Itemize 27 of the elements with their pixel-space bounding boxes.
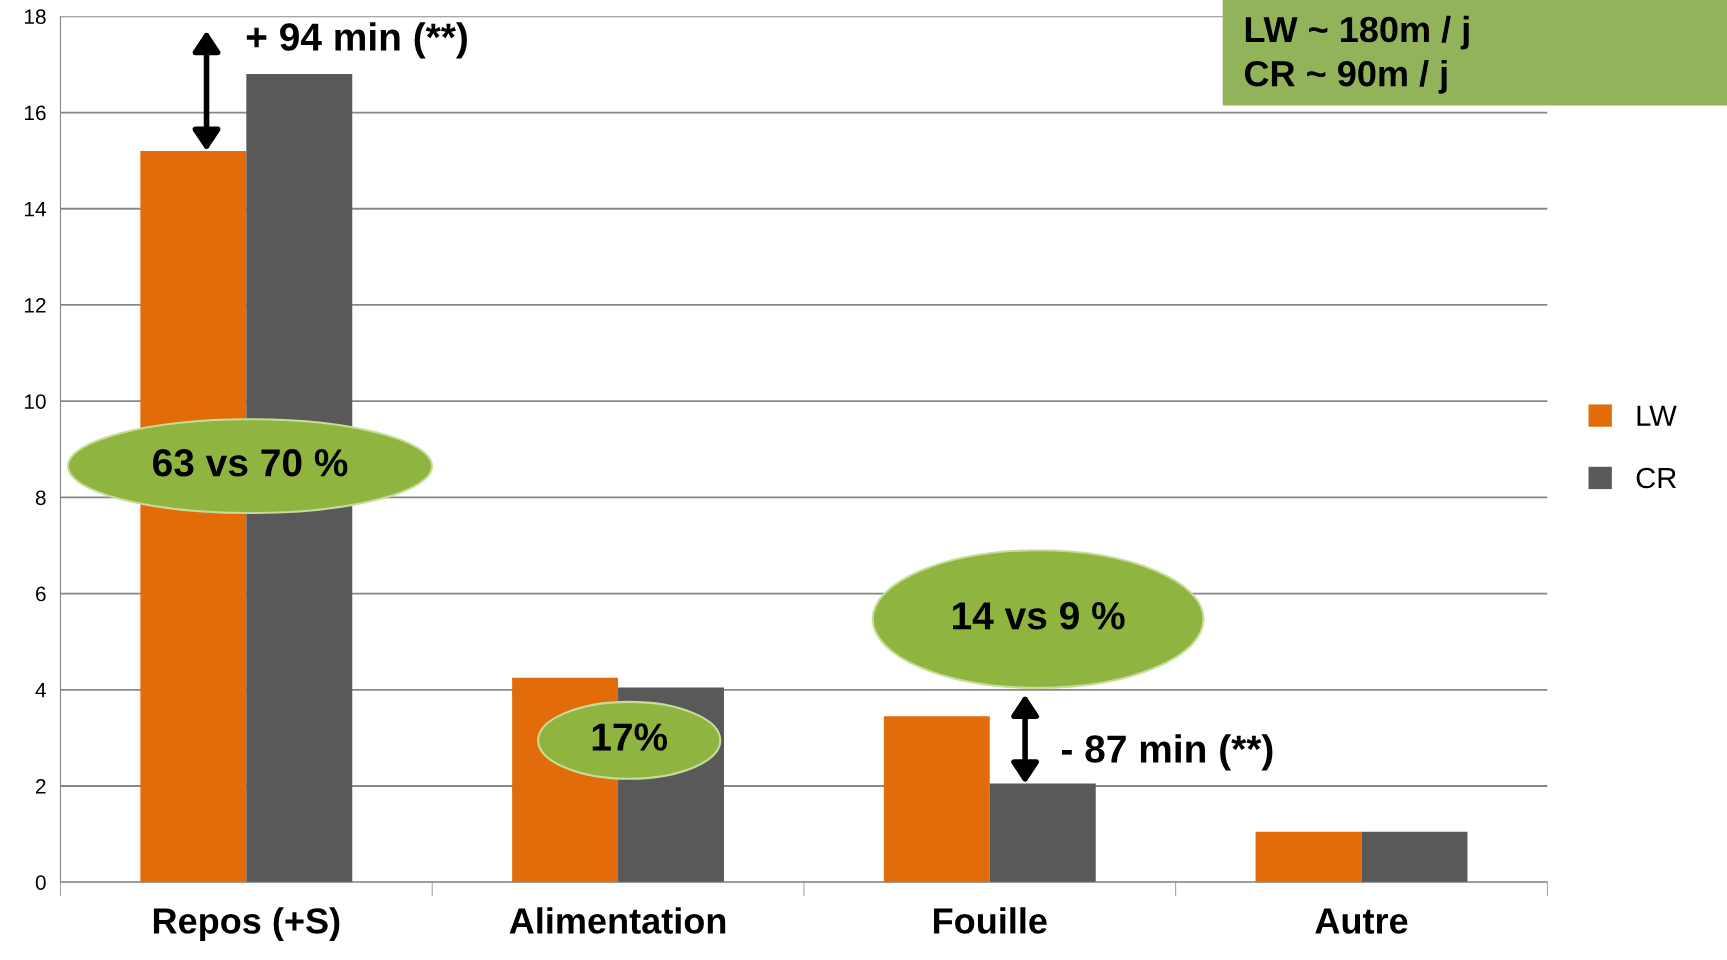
y-tick-label: 16 <box>24 105 46 121</box>
y-tick-label: 10 <box>24 394 46 409</box>
annotation: LW ~ 180m / j <box>1245 15 1469 50</box>
legend-label: LW <box>1637 405 1677 426</box>
annotation: 14 vs 9 % <box>953 602 1125 630</box>
x-tick-label: Fouille <box>934 907 1047 934</box>
y-tick-label: 6 <box>36 586 46 602</box>
x-tick-label: Repos (+S) <box>153 907 340 941</box>
annotation: 17% <box>592 723 668 751</box>
x-tick-label: Alimentation <box>509 907 726 934</box>
bar <box>1361 831 1468 883</box>
y-tick-label: 18 <box>24 9 46 25</box>
bar <box>1255 831 1362 883</box>
y-tick-label: 4 <box>35 683 46 698</box>
y-tick-label: 8 <box>35 490 46 506</box>
y-tick-label: 2 <box>36 779 46 794</box>
legend-label: CR <box>1636 467 1676 489</box>
annotation: 63 vs 70 % <box>153 449 348 477</box>
x-tick-label: Autre <box>1315 908 1408 934</box>
y-tick-label: 12 <box>24 297 46 313</box>
annotation: + 94 min (**) <box>246 22 467 59</box>
bar <box>883 716 990 883</box>
y-tick-label: 0 <box>35 875 46 890</box>
y-tick-label: 14 <box>24 201 46 217</box>
annotation: - 87 min (**) <box>1061 734 1273 771</box>
bar <box>989 783 1096 883</box>
annotation: CR ~ 90m / j <box>1244 59 1447 94</box>
